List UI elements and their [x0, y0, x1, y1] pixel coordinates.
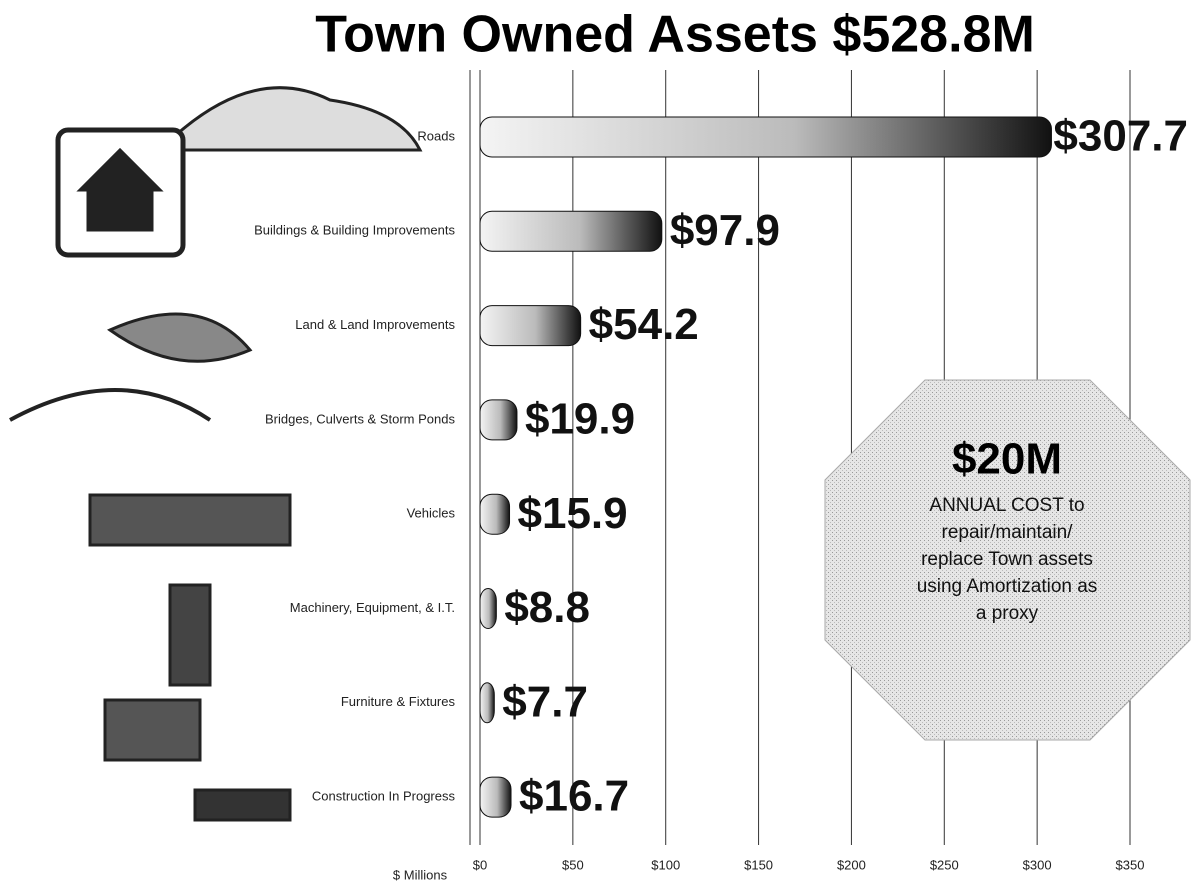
value-label: $8.8 — [504, 583, 590, 632]
value-label: $7.7 — [502, 677, 588, 726]
y-tick-label: Construction In Progress — [312, 789, 456, 804]
annotation-text: replace Town assets — [921, 549, 1093, 570]
x-tick-label: $350 — [1116, 857, 1145, 872]
y-tick-label: Roads — [417, 128, 455, 143]
annotation-text: ANNUAL COST to — [929, 495, 1084, 516]
annotation-text: a proxy — [976, 603, 1039, 624]
value-label: $15.9 — [518, 489, 628, 538]
annotation-headline: $20M — [952, 435, 1062, 484]
bar — [479, 493, 511, 535]
y-tick-label: Furniture & Fixtures — [341, 694, 456, 709]
x-tick-label: $300 — [1023, 857, 1052, 872]
clipart — [9, 86, 423, 822]
value-label: $97.9 — [670, 206, 780, 255]
y-tick-label: Machinery, Equipment, & I.T. — [290, 600, 455, 615]
value-label: $307.7 — [1053, 112, 1188, 161]
x-axis-label: $ Millions — [393, 867, 448, 882]
x-tick-label: $0 — [473, 857, 487, 872]
annotation-text: repair/maintain/ — [942, 522, 1074, 543]
y-tick-label: Buildings & Building Improvements — [254, 223, 455, 238]
x-tick-label: $100 — [651, 857, 680, 872]
annotation-box — [824, 379, 1191, 741]
value-label: $16.7 — [519, 772, 629, 821]
bar — [479, 682, 495, 724]
y-tick-label: Bridges, Culverts & Storm Ponds — [265, 411, 456, 426]
x-tick-label: $250 — [930, 857, 959, 872]
y-tick-label: Vehicles — [407, 506, 456, 521]
bar — [479, 210, 663, 252]
x-tick-label: $150 — [744, 857, 773, 872]
bar — [479, 305, 582, 347]
bar — [479, 776, 512, 818]
value-label: $54.2 — [589, 300, 699, 349]
value-label: $19.9 — [525, 395, 635, 444]
bar — [479, 588, 497, 629]
chart-title: Town Owned Assets $528.8M — [315, 6, 1035, 64]
bar — [479, 399, 518, 441]
bar — [479, 116, 1052, 158]
annotation-text: using Amortization as — [917, 576, 1098, 597]
y-tick-label: Land & Land Improvements — [295, 317, 455, 332]
x-tick-label: $50 — [562, 857, 584, 872]
x-tick-label: $200 — [837, 857, 866, 872]
